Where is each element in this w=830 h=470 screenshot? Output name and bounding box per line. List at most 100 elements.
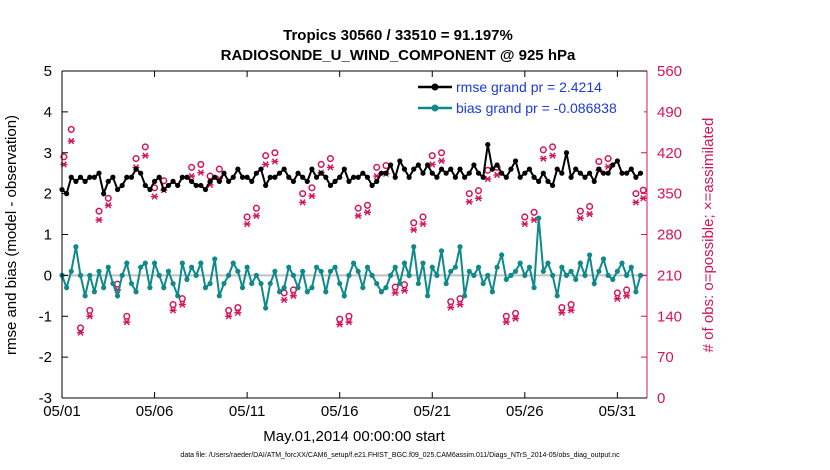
rmse-point	[614, 158, 620, 164]
obs-assimilated-point	[639, 195, 647, 202]
bias-point	[628, 264, 634, 270]
rmse-point	[508, 166, 514, 172]
obs-assimilated-point	[475, 195, 483, 202]
bias-point	[281, 285, 287, 291]
rmse-point	[96, 170, 102, 176]
obs-assimilated-point	[151, 193, 159, 200]
obs-assimilated-point	[502, 318, 510, 326]
rmse-point	[415, 162, 421, 168]
bias-point	[272, 268, 278, 274]
bias-point	[489, 289, 496, 295]
rmse-point	[77, 174, 84, 180]
bias-point	[577, 260, 583, 266]
bias-point	[624, 272, 630, 278]
obs-assimilated-point	[539, 155, 547, 162]
bias-point	[96, 268, 102, 274]
rmse-point	[517, 174, 523, 180]
rmse-point	[318, 170, 324, 176]
obs-assimilated-point	[438, 157, 446, 165]
bias-point	[87, 272, 93, 278]
bias-point	[582, 272, 588, 278]
bias-point	[212, 256, 218, 262]
obs-possible-point	[234, 303, 242, 312]
rmse-point	[587, 170, 593, 176]
obs-possible-point	[586, 202, 594, 211]
bias-point	[573, 276, 579, 283]
bias-point	[346, 272, 352, 278]
obs-possible-point	[539, 146, 547, 154]
rmse-point	[591, 178, 597, 184]
rmse-point	[554, 166, 560, 172]
bias-point	[165, 268, 172, 274]
rmse-point	[522, 170, 528, 176]
rmse-point	[448, 166, 454, 172]
obs-assimilated-point	[141, 152, 149, 159]
x-tick-label: 05/26	[506, 403, 544, 420]
y2-tick-label: 420	[657, 145, 682, 162]
obs-possible-point	[225, 306, 233, 314]
bias-point	[485, 272, 491, 278]
x-tick-label: 05/31	[599, 403, 637, 420]
obs-possible-point	[86, 306, 94, 314]
bias-point	[415, 280, 421, 287]
obs-assimilated-point	[123, 318, 131, 326]
obs-assimilated-point	[363, 209, 371, 216]
obs-assimilated-point	[104, 202, 112, 209]
bias-point	[295, 285, 301, 291]
bias-point	[68, 268, 74, 274]
obs-possible-point	[639, 186, 647, 194]
bias-point	[387, 272, 394, 278]
rmse-point	[207, 178, 213, 184]
rmse-point	[313, 174, 320, 180]
y-axis-label: rmse and bias (model - observation)	[3, 115, 20, 355]
rmse-point	[434, 174, 440, 180]
obs-assimilated-point	[67, 137, 75, 145]
rmse-point	[323, 174, 329, 180]
bias-point	[77, 272, 84, 278]
obs-possible-point	[530, 208, 538, 216]
bias-point	[360, 285, 366, 291]
obs-possible-point	[178, 295, 186, 303]
rmse-point	[406, 174, 412, 180]
obs-assimilated-point	[271, 158, 279, 165]
obs-possible-point	[262, 152, 270, 160]
bias-point	[207, 280, 213, 287]
obs-assimilated-point	[549, 152, 557, 159]
obs-possible-point	[336, 315, 344, 323]
bias-point	[397, 280, 403, 287]
bias-point	[475, 264, 482, 270]
obs-possible-point	[623, 286, 631, 294]
obs-assimilated-point	[484, 175, 492, 183]
rmse-point	[267, 174, 273, 180]
bias-point	[184, 276, 190, 283]
bias-point	[452, 264, 458, 270]
bias-point	[239, 285, 246, 291]
rmse-point	[249, 178, 255, 184]
rmse-point	[559, 170, 565, 176]
obs-possible-point	[354, 204, 362, 212]
bias-point	[147, 285, 153, 291]
rmse-point	[327, 182, 334, 189]
obs-assimilated-point	[567, 307, 575, 314]
obs-assimilated-point	[77, 329, 85, 336]
rmse-point	[263, 182, 269, 189]
bias-point	[64, 285, 70, 291]
bias-point	[142, 260, 148, 266]
obs-assimilated-point	[197, 169, 205, 176]
x-tick-label: 05/01	[43, 403, 81, 420]
bias-point	[600, 256, 607, 262]
rmse-point	[101, 191, 107, 197]
bias-point	[138, 264, 144, 270]
obs-assimilated-point	[400, 287, 408, 294]
rmse-point	[221, 170, 227, 176]
bias-point	[434, 272, 440, 278]
bias-point	[179, 260, 185, 266]
rmse-point	[114, 186, 121, 193]
rmse-point	[230, 174, 236, 180]
rmse-point	[337, 174, 343, 180]
rmse-point	[258, 166, 264, 172]
rmse-point	[142, 182, 148, 189]
bias-point	[202, 285, 209, 291]
legend-rmse-label: rmse grand pr = 2.4214	[456, 79, 602, 95]
